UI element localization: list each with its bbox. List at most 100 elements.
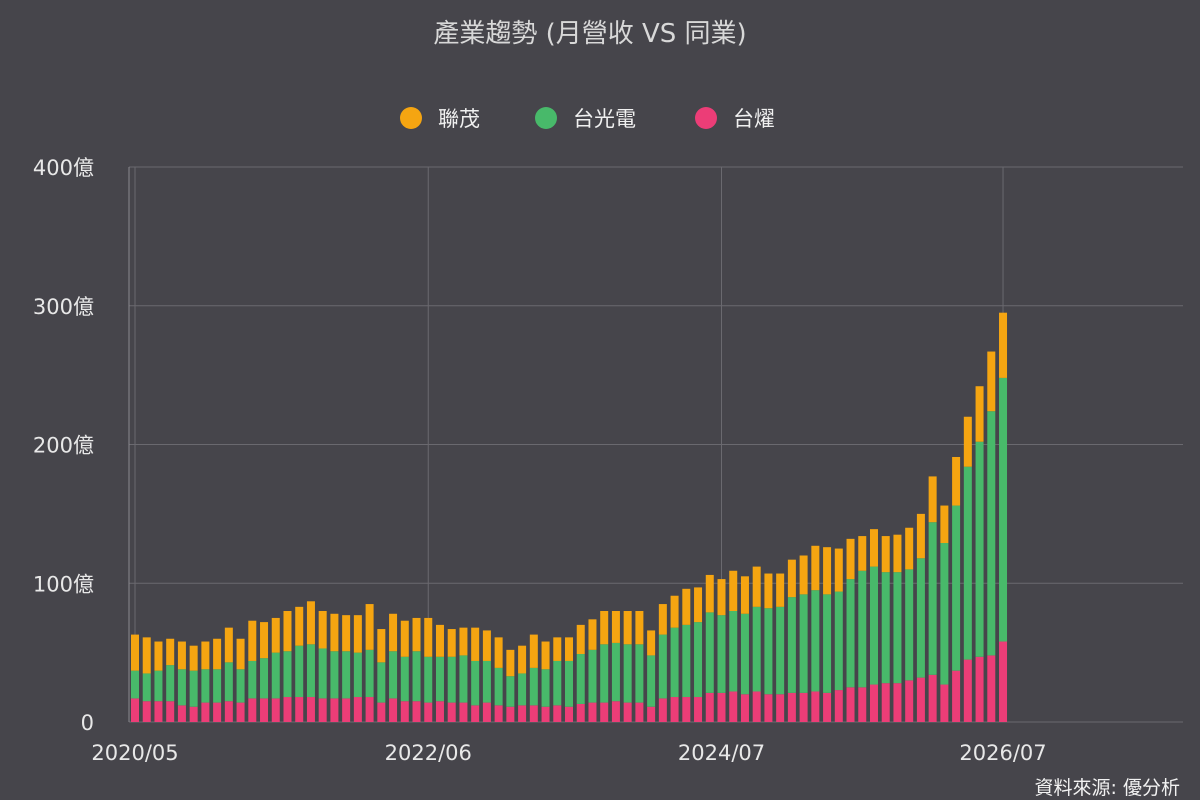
bar-segment-聯茂 [248, 620, 257, 661]
bar-segment-台燿 [306, 697, 315, 722]
bar-segment-聯茂 [412, 617, 421, 652]
bar-segment-聯茂 [905, 527, 914, 570]
bar-segment-聯茂 [213, 638, 222, 670]
bar-segment-聯茂 [881, 536, 890, 573]
bar-segment-台燿 [682, 697, 691, 722]
bar-segment-台光電 [635, 644, 644, 703]
bar-segment-聯茂 [529, 634, 538, 668]
bar-segment-台燿 [752, 691, 761, 722]
bar-segment-台燿 [764, 694, 773, 722]
bar-segment-聯茂 [869, 529, 878, 567]
bar-segment-台光電 [154, 670, 163, 702]
bar-segment-台光電 [846, 579, 855, 688]
bar-segment-聯茂 [365, 604, 374, 650]
bar-segment-台燿 [260, 698, 269, 722]
axes: 0 100億 200億 300億 400億 2020/05 2022/06 2024/07 20… [33, 156, 1047, 765]
bar-segment-台光電 [776, 606, 785, 695]
x-tick-label: 2020/05 [91, 741, 178, 765]
bar-segment-台燿 [576, 703, 585, 722]
bar-segment-聯茂 [177, 641, 186, 670]
bar-segment-台燿 [365, 697, 374, 722]
bar-segment-台光電 [893, 572, 902, 684]
bar-segment-聯茂 [658, 604, 667, 635]
bar-segment-聯茂 [670, 595, 679, 628]
bar-segment-台光電 [435, 656, 444, 702]
bar-segment-台燿 [412, 701, 421, 722]
bar-segment-台燿 [518, 705, 527, 722]
legend-label: 台燿 [733, 107, 775, 131]
bar-segment-聯茂 [940, 505, 949, 544]
bar-segment-台燿 [623, 702, 632, 722]
bar-segment-聯茂 [928, 476, 937, 523]
bar-segment-聯茂 [154, 641, 163, 671]
y-tick-label: 0 [81, 711, 94, 735]
bar-segment-台光電 [271, 652, 280, 699]
bar-segment-聯茂 [189, 645, 198, 671]
legend-marker [400, 107, 422, 129]
bar-segment-台燿 [424, 702, 433, 722]
bar-segment-聯茂 [471, 627, 480, 661]
bar-segment-台燿 [295, 697, 304, 722]
bar-segment-台燿 [553, 705, 562, 722]
bar-segment-台光電 [764, 608, 773, 695]
bar-segment-台光電 [389, 651, 398, 699]
bar-segment-台光電 [740, 613, 749, 695]
bar-segment-台燿 [963, 659, 972, 722]
bar-segment-聯茂 [142, 637, 151, 674]
bar-segment-台光電 [694, 622, 703, 698]
bar-segment-台光電 [142, 673, 151, 702]
bar-segment-聯茂 [858, 536, 867, 571]
bar-segment-台燿 [881, 683, 890, 722]
bar-segment-台光電 [823, 594, 832, 693]
bar-segment-聯茂 [729, 570, 738, 611]
bar-segment-聯茂 [999, 312, 1008, 378]
bar-segment-台燿 [588, 702, 597, 722]
bar-segment-聯茂 [705, 574, 714, 613]
bar-segment-台燿 [213, 702, 222, 722]
bar-segment-台光電 [963, 466, 972, 660]
bar-segment-台光電 [424, 656, 433, 703]
bar-segment-台燿 [318, 698, 327, 722]
bar-segment-聯茂 [987, 351, 996, 412]
bar-segment-台燿 [858, 687, 867, 722]
bar-segment-台燿 [729, 691, 738, 722]
bar-segment-台光電 [940, 543, 949, 685]
bar-segment-台光電 [295, 645, 304, 698]
bar-segment-台燿 [647, 706, 656, 722]
legend-label: 台光電 [573, 107, 636, 131]
bar-segment-聯茂 [318, 611, 327, 649]
bar-segment-聯茂 [377, 629, 386, 663]
bar-segment-台光電 [353, 652, 362, 698]
bar-segment-台光電 [412, 651, 421, 702]
bar-segment-台燿 [224, 701, 233, 722]
bar-segment-聯茂 [776, 573, 785, 607]
bar-segment-台光電 [365, 649, 374, 698]
bar-segment-台光電 [283, 651, 292, 698]
bar-segment-台燿 [869, 684, 878, 722]
bar-segment-聯茂 [764, 573, 773, 609]
chart-title: 產業趨勢 (月營收 VS 同業) [433, 19, 746, 49]
bar-segment-台燿 [600, 702, 609, 722]
bar-segment-台光電 [166, 665, 175, 702]
bar-segment-台光電 [482, 660, 491, 703]
bar-segment-台光電 [858, 570, 867, 688]
bar-segment-台燿 [670, 697, 679, 722]
bar-segment-聯茂 [506, 649, 515, 677]
bar-segment-台燿 [952, 670, 961, 722]
bar-segment-聯茂 [224, 627, 233, 663]
bar-segment-台燿 [471, 705, 480, 722]
bar-segment-台光電 [518, 673, 527, 706]
bar-segment-台燿 [635, 702, 644, 722]
bar-segment-台燿 [823, 692, 832, 722]
bar-segment-台燿 [154, 701, 163, 722]
bar-segment-台燿 [494, 705, 503, 722]
bar-segment-聯茂 [541, 641, 550, 670]
bar-segment-台光電 [553, 660, 562, 706]
bar-segment-聯茂 [975, 386, 984, 442]
bar-segment-台光電 [916, 558, 925, 678]
y-tick-label: 400億 [33, 156, 94, 180]
legend-marker [695, 107, 717, 129]
bar-segment-台燿 [541, 706, 550, 722]
bar-segment-台光電 [928, 522, 937, 675]
bar-segment-台光電 [201, 669, 210, 703]
